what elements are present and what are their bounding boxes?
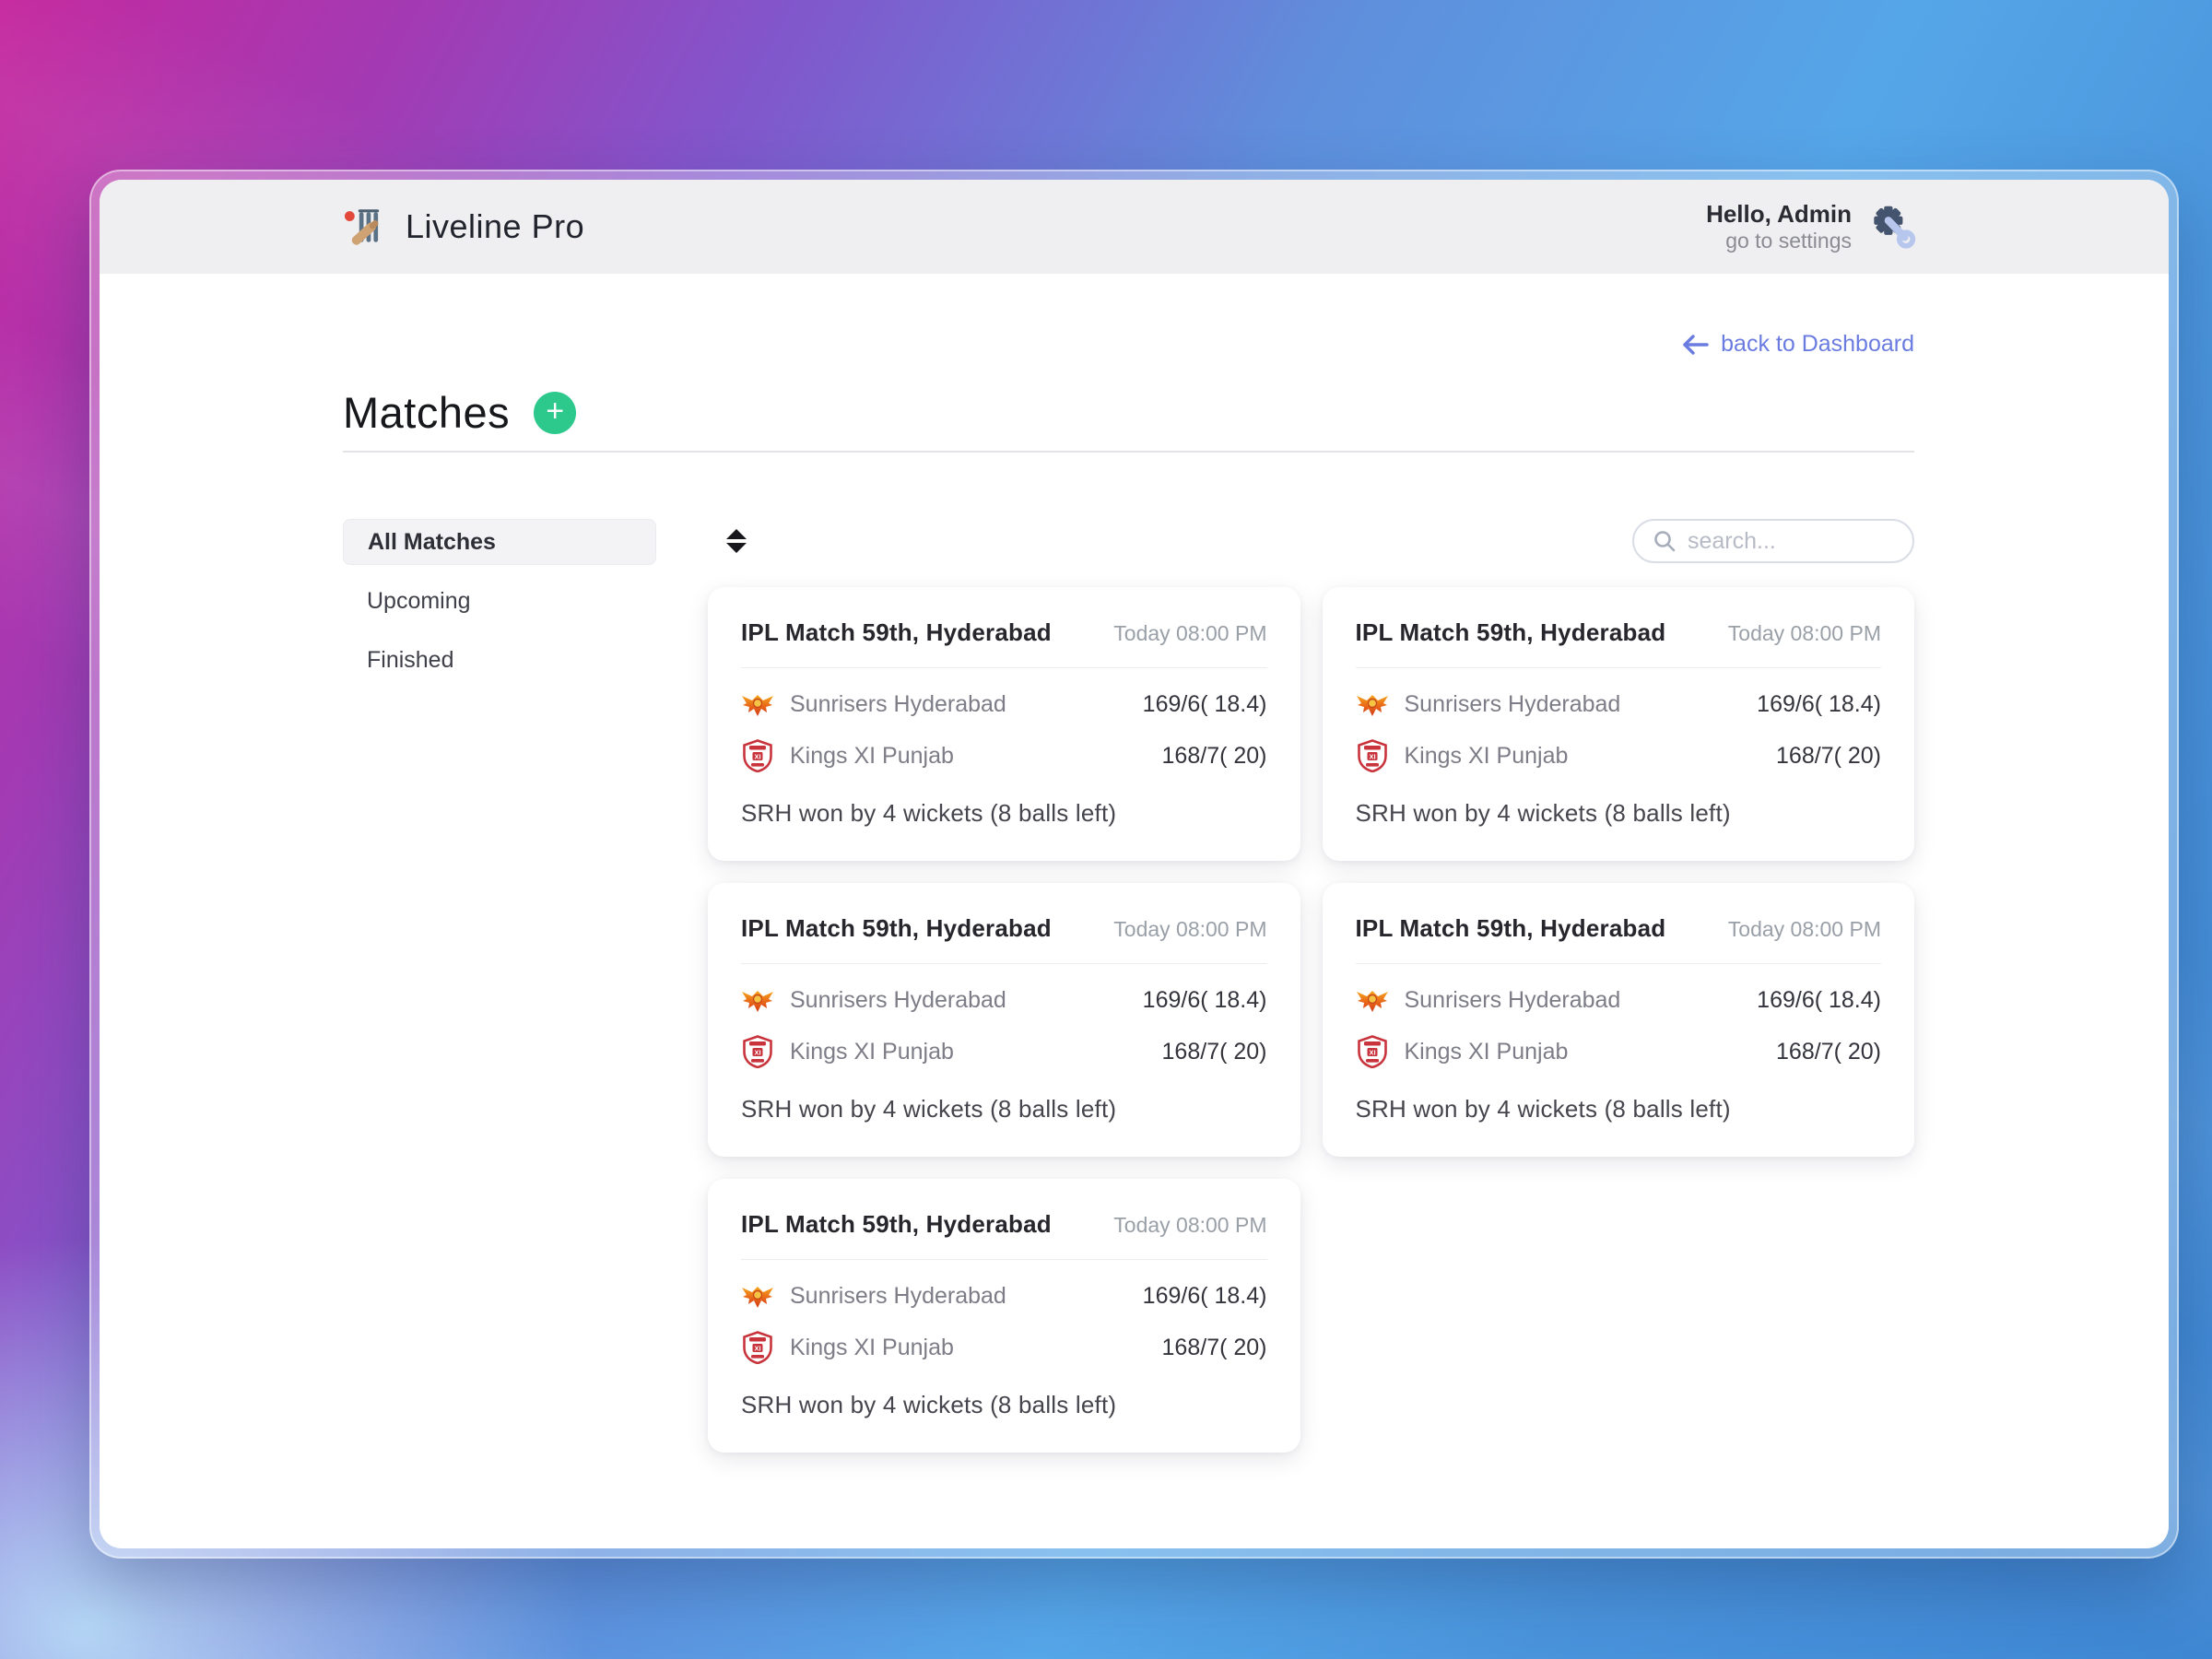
team-score: 168/7( 20): [1161, 1334, 1267, 1360]
user-greeting: Hello, Admin: [1706, 200, 1852, 228]
app-window: Liveline Pro Hello, Admin go to settings: [89, 170, 2179, 1559]
matches-panel: IPL Match 59th, Hyderabad Today 08:00 PM…: [708, 519, 1984, 1489]
kxip-logo-icon: [741, 1331, 774, 1364]
sidebar-item-finished[interactable]: Finished: [367, 646, 454, 673]
gear-wrench-icon[interactable]: [1866, 201, 1918, 253]
team-score: 168/7( 20): [1776, 1038, 1881, 1065]
card-divider: [741, 963, 1267, 964]
match-result: SRH won by 4 wickets (8 balls left): [1355, 799, 1731, 827]
match-title: IPL Match 59th, Hyderabad: [741, 914, 1052, 942]
back-link-label: back to Dashboard: [1721, 331, 1914, 357]
kxip-logo-icon: [1356, 739, 1389, 772]
team-row: Sunrisers Hyderabad 169/6( 18.4): [741, 981, 1267, 1019]
left-arrow-icon: [1680, 333, 1710, 357]
match-result: SRH won by 4 wickets (8 balls left): [741, 1391, 1117, 1418]
team-name: Sunrisers Hyderabad: [790, 1282, 1006, 1309]
search-input[interactable]: [1688, 527, 1984, 555]
search-box[interactable]: [1632, 519, 1984, 563]
team-row: Sunrisers Hyderabad 169/6( 18.4): [1356, 981, 1881, 1019]
match-title: IPL Match 59th, Hyderabad: [741, 1210, 1052, 1238]
card-divider: [1355, 667, 1881, 668]
match-card[interactable]: IPL Match 59th, Hyderabad Today 08:00 PM…: [1322, 587, 1914, 861]
sort-down-triangle-icon: [726, 543, 747, 553]
match-time: Today 08:00 PM: [1113, 1213, 1267, 1237]
match-card[interactable]: IPL Match 59th, Hyderabad Today 08:00 PM…: [708, 587, 1300, 861]
team-row: Sunrisers Hyderabad 169/6( 18.4): [741, 685, 1267, 724]
match-result: SRH won by 4 wickets (8 balls left): [741, 1095, 1117, 1123]
match-cards-grid: IPL Match 59th, Hyderabad Today 08:00 PM…: [708, 587, 1914, 1489]
team-name: Sunrisers Hyderabad: [1404, 986, 1621, 1013]
page-title: Matches: [343, 388, 511, 437]
card-divider: [741, 667, 1267, 668]
match-title: IPL Match 59th, Hyderabad: [741, 618, 1052, 646]
team-score: 168/7( 20): [1161, 742, 1267, 769]
app-window-body: Liveline Pro Hello, Admin go to settings: [100, 180, 2169, 1548]
sidebar-item-upcoming[interactable]: Upcoming: [367, 587, 471, 614]
matches-toolbar: [708, 519, 1984, 563]
team-score: 169/6( 18.4): [1142, 690, 1267, 717]
srh-logo-icon: [741, 1279, 774, 1312]
back-to-dashboard-link[interactable]: back to Dashboard: [1680, 331, 1914, 358]
srh-logo-icon: [741, 688, 774, 721]
title-divider: [343, 451, 1914, 453]
settings-link[interactable]: go to settings: [1725, 229, 1852, 253]
app-brand[interactable]: Liveline Pro: [341, 204, 584, 250]
team-row: Sunrisers Hyderabad 169/6( 18.4): [741, 1277, 1267, 1315]
cricket-logo-icon: [341, 204, 387, 250]
team-score: 168/7( 20): [1161, 1038, 1267, 1065]
card-divider: [741, 1259, 1267, 1260]
team-name: Sunrisers Hyderabad: [790, 986, 1006, 1013]
team-name: Kings XI Punjab: [1404, 742, 1569, 769]
match-title: IPL Match 59th, Hyderabad: [1355, 618, 1666, 646]
add-match-button[interactable]: +: [534, 391, 577, 434]
team-name: Sunrisers Hyderabad: [790, 690, 1006, 717]
team-score: 168/7( 20): [1776, 742, 1881, 769]
team-score: 169/6( 18.4): [1142, 986, 1267, 1013]
match-time: Today 08:00 PM: [1727, 621, 1881, 645]
sidebar-item-all-matches[interactable]: All Matches: [343, 519, 656, 565]
kxip-logo-icon: [1356, 1035, 1389, 1068]
match-time: Today 08:00 PM: [1113, 621, 1267, 645]
team-name: Kings XI Punjab: [790, 1334, 954, 1360]
kxip-logo-icon: [741, 739, 774, 772]
team-score: 169/6( 18.4): [1142, 1282, 1267, 1309]
team-score: 169/6( 18.4): [1757, 986, 1881, 1013]
match-result: SRH won by 4 wickets (8 balls left): [741, 799, 1117, 827]
team-row: Sunrisers Hyderabad 169/6( 18.4): [1356, 685, 1881, 724]
kxip-logo-icon: [741, 1035, 774, 1068]
sort-up-triangle-icon: [726, 529, 747, 539]
team-name: Sunrisers Hyderabad: [1404, 690, 1621, 717]
team-score: 169/6( 18.4): [1757, 690, 1881, 717]
match-card[interactable]: IPL Match 59th, Hyderabad Today 08:00 PM…: [708, 883, 1300, 1157]
team-name: Kings XI Punjab: [790, 742, 954, 769]
srh-logo-icon: [1356, 983, 1389, 1017]
srh-logo-icon: [741, 983, 774, 1017]
user-area: Hello, Admin go to settings: [1706, 200, 1918, 253]
team-name: Kings XI Punjab: [790, 1038, 954, 1065]
match-time: Today 08:00 PM: [1727, 917, 1881, 941]
srh-logo-icon: [1356, 688, 1389, 721]
team-row: Kings XI Punjab 168/7( 20): [1356, 736, 1881, 775]
plus-icon: +: [546, 393, 565, 429]
team-name: Kings XI Punjab: [1404, 1038, 1569, 1065]
team-row: Kings XI Punjab 168/7( 20): [741, 736, 1267, 775]
match-title: IPL Match 59th, Hyderabad: [1355, 914, 1666, 942]
match-card[interactable]: IPL Match 59th, Hyderabad Today 08:00 PM…: [708, 1179, 1300, 1453]
app-title: Liveline Pro: [406, 207, 585, 245]
app-header: Liveline Pro Hello, Admin go to settings: [100, 180, 2169, 274]
sort-button[interactable]: [721, 524, 752, 559]
match-result: SRH won by 4 wickets (8 balls left): [1355, 1095, 1731, 1123]
team-row: Kings XI Punjab 168/7( 20): [1356, 1032, 1881, 1071]
team-row: Kings XI Punjab 168/7( 20): [741, 1032, 1267, 1071]
card-divider: [1355, 963, 1881, 964]
match-card[interactable]: IPL Match 59th, Hyderabad Today 08:00 PM…: [1322, 883, 1914, 1157]
match-time: Today 08:00 PM: [1113, 917, 1267, 941]
matches-filter-sidebar: All Matches Upcoming Finished: [343, 519, 656, 1489]
search-icon: [1653, 529, 1677, 553]
main-content: back to Dashboard Matches + All Matches …: [100, 274, 2169, 1548]
team-row: Kings XI Punjab 168/7( 20): [741, 1328, 1267, 1367]
